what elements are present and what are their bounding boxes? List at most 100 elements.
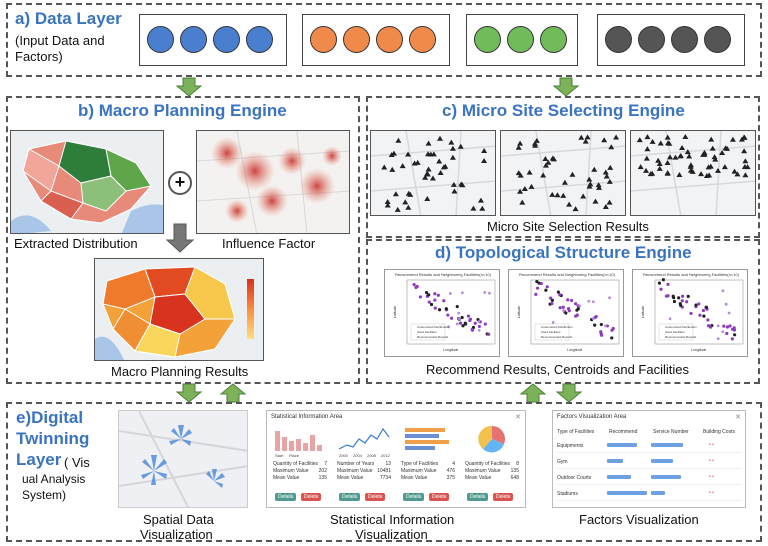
scatter-point bbox=[549, 296, 553, 300]
factor-header: Type of Facilities bbox=[557, 429, 595, 435]
details-button[interactable]: Details bbox=[467, 493, 489, 501]
plot-legend: Customized Distribution Used Facilities Re… bbox=[417, 325, 449, 339]
site-marker bbox=[425, 166, 432, 172]
delete-button[interactable]: Delete bbox=[365, 493, 386, 501]
site-marker bbox=[586, 183, 593, 189]
delete-button[interactable]: Delete bbox=[301, 493, 322, 501]
site-marker bbox=[436, 158, 443, 164]
stat-card: 2000 2004 2008 2012 Number of Years 13 Maximum… bbox=[335, 425, 395, 507]
factor-row-label: Equipments bbox=[557, 443, 584, 449]
data-circle bbox=[180, 26, 207, 53]
recommend-bar bbox=[607, 491, 647, 495]
scatter-point bbox=[566, 298, 570, 302]
site-marker bbox=[741, 148, 748, 154]
scatter-point bbox=[433, 292, 437, 296]
details-button[interactable]: Details bbox=[275, 493, 297, 501]
scatter-point bbox=[556, 290, 560, 294]
site-marker bbox=[517, 140, 524, 146]
scatter-point bbox=[461, 324, 465, 328]
scatter-point bbox=[545, 285, 549, 289]
scatter-point bbox=[566, 306, 571, 311]
scatter-point bbox=[444, 307, 448, 311]
data-layer-subtitle: (Input Data and Factors) bbox=[15, 33, 105, 64]
data-circle bbox=[507, 26, 534, 53]
site-marker bbox=[532, 142, 539, 148]
data-circle bbox=[638, 26, 665, 53]
scatter-point bbox=[668, 317, 672, 321]
macro-results-caption: Macro Planning Results bbox=[111, 364, 249, 379]
scatter-point bbox=[659, 287, 663, 291]
up-arrow-icon bbox=[219, 383, 247, 403]
site-marker bbox=[666, 154, 673, 160]
scatter-point bbox=[463, 321, 467, 325]
site-marker bbox=[384, 202, 391, 208]
delete-button[interactable]: Delete bbox=[429, 493, 450, 501]
site-marker bbox=[586, 176, 593, 182]
scatter-point bbox=[657, 281, 662, 285]
scatter-point bbox=[591, 300, 595, 304]
scatter-point bbox=[698, 313, 702, 317]
scatter-point bbox=[661, 278, 665, 282]
scatter-point bbox=[564, 311, 568, 315]
site-marker bbox=[603, 173, 610, 179]
data-circle bbox=[213, 26, 240, 53]
up-arrow-icon bbox=[519, 383, 547, 403]
site-marker bbox=[572, 206, 579, 212]
site-marker bbox=[481, 147, 488, 153]
cost-dots: • • bbox=[709, 474, 714, 480]
scatter-point bbox=[535, 279, 539, 284]
site-marker bbox=[429, 175, 436, 181]
scatter-point bbox=[558, 306, 562, 310]
scatter-point bbox=[685, 300, 689, 304]
recommend-bar bbox=[607, 475, 631, 479]
site-marker bbox=[405, 151, 412, 157]
site-marker bbox=[405, 190, 412, 196]
details-button[interactable]: Details bbox=[339, 493, 361, 501]
scatter-point bbox=[730, 337, 734, 341]
influence-factor-caption: Influence Factor bbox=[222, 236, 316, 251]
site-marker bbox=[427, 151, 434, 157]
colorbar bbox=[247, 279, 254, 339]
site-marker bbox=[741, 134, 748, 140]
stat-row: Maximum Value 476 bbox=[401, 468, 455, 474]
scatter-point bbox=[427, 293, 431, 297]
scatter-point bbox=[550, 301, 554, 306]
stat-card: Type of Facilities 4 Maximum Value 476 Mean … bbox=[399, 425, 459, 507]
close-icon[interactable]: ✕ bbox=[735, 414, 741, 421]
site-marker bbox=[608, 144, 615, 150]
spatial-data-panel bbox=[118, 410, 248, 508]
plot-ylabel: Latitude bbox=[517, 305, 522, 319]
site-marker bbox=[708, 136, 715, 142]
data-layer-box bbox=[6, 3, 762, 77]
details-button[interactable]: Details bbox=[403, 493, 425, 501]
site-marker bbox=[602, 204, 609, 210]
close-icon[interactable]: ✕ bbox=[515, 414, 521, 421]
site-marker bbox=[636, 137, 643, 143]
delete-button[interactable]: Delete bbox=[493, 493, 514, 501]
site-marker bbox=[677, 153, 684, 159]
topo-scatter-plot: Recommend Results and Neighboring Facili… bbox=[508, 269, 624, 357]
digital-twin-box bbox=[6, 402, 762, 542]
site-marker bbox=[731, 168, 738, 174]
factor-header: Building Costs bbox=[703, 429, 735, 435]
scatter-point bbox=[587, 299, 591, 303]
topo-scatter-plot: Recommend Results and Neighboring Facili… bbox=[632, 269, 748, 357]
data-group-box bbox=[466, 14, 578, 66]
micro-engine-box bbox=[366, 96, 760, 238]
stat-row: Number of Years 13 bbox=[337, 461, 391, 467]
scatter-point bbox=[721, 330, 725, 334]
site-marker bbox=[644, 134, 651, 140]
scatter-point bbox=[550, 298, 554, 302]
factors-panel-title: Factors Visualization Area bbox=[557, 414, 627, 420]
factor-header: Service Number bbox=[653, 429, 689, 435]
site-marker bbox=[442, 163, 449, 169]
site-marker bbox=[448, 139, 455, 145]
scatter-point bbox=[427, 300, 431, 304]
topo-results-caption: Recommend Results, Centroids and Facilit… bbox=[426, 362, 689, 377]
data-circle bbox=[605, 26, 632, 53]
site-marker bbox=[582, 138, 589, 144]
site-marker bbox=[424, 170, 431, 176]
digital-twin-line3: System) bbox=[22, 488, 67, 502]
statistical-caption-1: Statistical Information bbox=[330, 512, 455, 527]
data-group-box bbox=[597, 14, 745, 66]
